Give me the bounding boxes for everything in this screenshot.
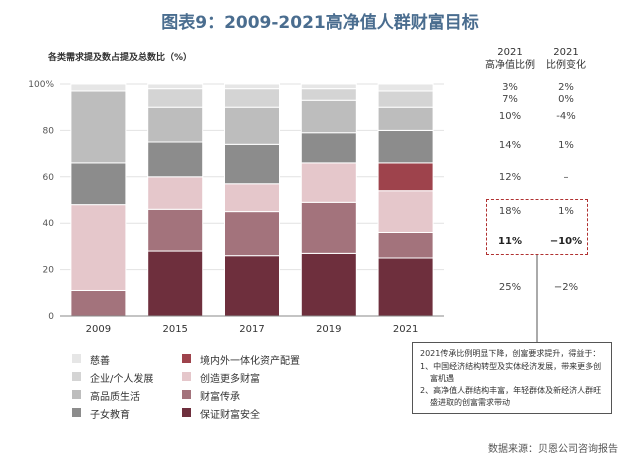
bar-segment (147, 106, 204, 143)
bar-segment (300, 83, 357, 90)
table-cell-ratio: 10% (498, 111, 522, 122)
bar-segment (377, 83, 434, 92)
legend-swatch (182, 354, 191, 363)
legend: 慈善企业/个人发展 高品质生活子女教育 境内外一体化资产配置 创造更多财富 财富传承保证… (72, 352, 372, 422)
table-cell-ratio: 7% (502, 94, 518, 105)
x-tick-label: 2019 (316, 324, 341, 335)
source-note: 数据来源：贝恩公司咨询报告 (488, 444, 618, 455)
table-cell-ratio: 3% (502, 82, 518, 93)
bar-segment (147, 141, 204, 178)
legend-swatch (72, 390, 81, 399)
table-cell-ratio: 14% (498, 140, 522, 151)
bar-segment (377, 129, 434, 164)
y-tick-label: 60 (43, 173, 55, 183)
bar-segment (147, 176, 204, 210)
bar-segment (300, 88, 357, 101)
bar-segment (377, 231, 434, 259)
x-tick-label: 2009 (86, 324, 111, 335)
legend-swatch (72, 372, 81, 381)
legend-label: 境内外一体化资产配置 (200, 356, 300, 367)
bar-segment (377, 106, 434, 131)
legend-label: 高品质生活 (90, 392, 140, 403)
y-tick-label: 80 (43, 126, 55, 136)
legend-swatch (182, 408, 191, 417)
legend-label: 创造更多财富 (200, 374, 260, 385)
legend-label: 慈善 (90, 356, 110, 367)
table-cell-ratio: 12% (498, 172, 522, 183)
callout-note: 2021传承比例明显下降，创富要求提升，得益于： 1、中国经济结构转型及实体经济… (412, 342, 612, 414)
legend-swatch (72, 354, 81, 363)
legend-label: 保证财富安全 (200, 410, 260, 421)
legend-label: 子女教育 (90, 410, 130, 421)
table-cell-change: −10% (549, 236, 583, 247)
bar-segment (377, 257, 434, 317)
bar-segment (377, 90, 434, 108)
x-tick-label: 2021 (393, 324, 418, 335)
y-tick-label: 0 (48, 312, 54, 322)
y-axis-label: 各类需求提及数占提及总数比（%） (48, 53, 193, 63)
table-cell-change: 1% (558, 140, 574, 151)
y-tick-label: 40 (43, 219, 55, 229)
bar-segment (300, 252, 357, 317)
bar-segment (224, 255, 280, 317)
bar-segment (147, 88, 204, 108)
bar-segment (224, 88, 280, 108)
legend-label: 企业/个人发展 (90, 374, 154, 385)
x-tick-label: 2017 (239, 324, 264, 335)
table-header-change: 2021 比例变化 (536, 46, 596, 72)
table-cell-change: −2% (553, 282, 579, 293)
table-cell-change: -4% (556, 111, 576, 122)
bar-segment (224, 106, 280, 145)
legend-swatch (72, 408, 81, 417)
bar-segment (224, 183, 280, 213)
bar-segment (147, 250, 204, 317)
legend-swatch (182, 372, 191, 381)
note-point-2: 2、高净值人群结构丰富，年轻群体及新经济人群旺盛进取的创富需求带动 (420, 386, 602, 407)
bar-segment (70, 162, 127, 206)
y-tick-label: 100% (28, 80, 54, 90)
bar-segment (147, 83, 204, 90)
bar-segment (300, 162, 357, 203)
axes: 0 20 40 60 80 100% 2009 2015 2017 2019 2021 (28, 80, 444, 335)
bar-segment (70, 289, 127, 317)
highlight-box (486, 199, 588, 255)
bar-segment (300, 201, 357, 254)
bar-segment (147, 208, 204, 252)
legend-swatch (182, 390, 191, 399)
table-header-change-text: 2021 比例变化 (546, 47, 586, 71)
bars (70, 83, 434, 317)
bar-segment (224, 143, 280, 185)
table-cell-change: 1% (558, 206, 574, 217)
x-tick-label: 2015 (162, 324, 187, 335)
bar-segment (70, 204, 127, 291)
table-cell-ratio: 18% (498, 206, 522, 217)
table-header-ratio-text: 2021 高净值比例 (485, 47, 535, 71)
bar-segment (300, 132, 357, 164)
note-head: 2021传承比例明显下降，创富要求提升，得益于： (420, 349, 601, 358)
chart-title: 图表9：2009-2021高净值人群财富目标 (161, 13, 479, 33)
bar-segment (224, 83, 280, 90)
table-header-ratio: 2021 高净值比例 (480, 46, 540, 72)
table-cell-change: 0% (558, 94, 574, 105)
table-cell-ratio: 11% (498, 236, 522, 247)
table-cell-ratio: 25% (498, 282, 522, 293)
bar-segment (377, 162, 434, 192)
note-point-1: 1、中国经济结构转型及实体经济发展，带来更多创富机遇 (420, 362, 602, 383)
legend-label: 财富传承 (200, 392, 240, 403)
bar-segment (70, 83, 127, 92)
bar-segment (224, 211, 280, 257)
bar-segment (70, 90, 127, 164)
y-tick-label: 20 (43, 266, 55, 276)
bar-segment (300, 99, 357, 134)
table-cell-change: 2% (558, 82, 574, 93)
bar-segment (377, 190, 434, 233)
table-cell-change: – (563, 172, 569, 183)
